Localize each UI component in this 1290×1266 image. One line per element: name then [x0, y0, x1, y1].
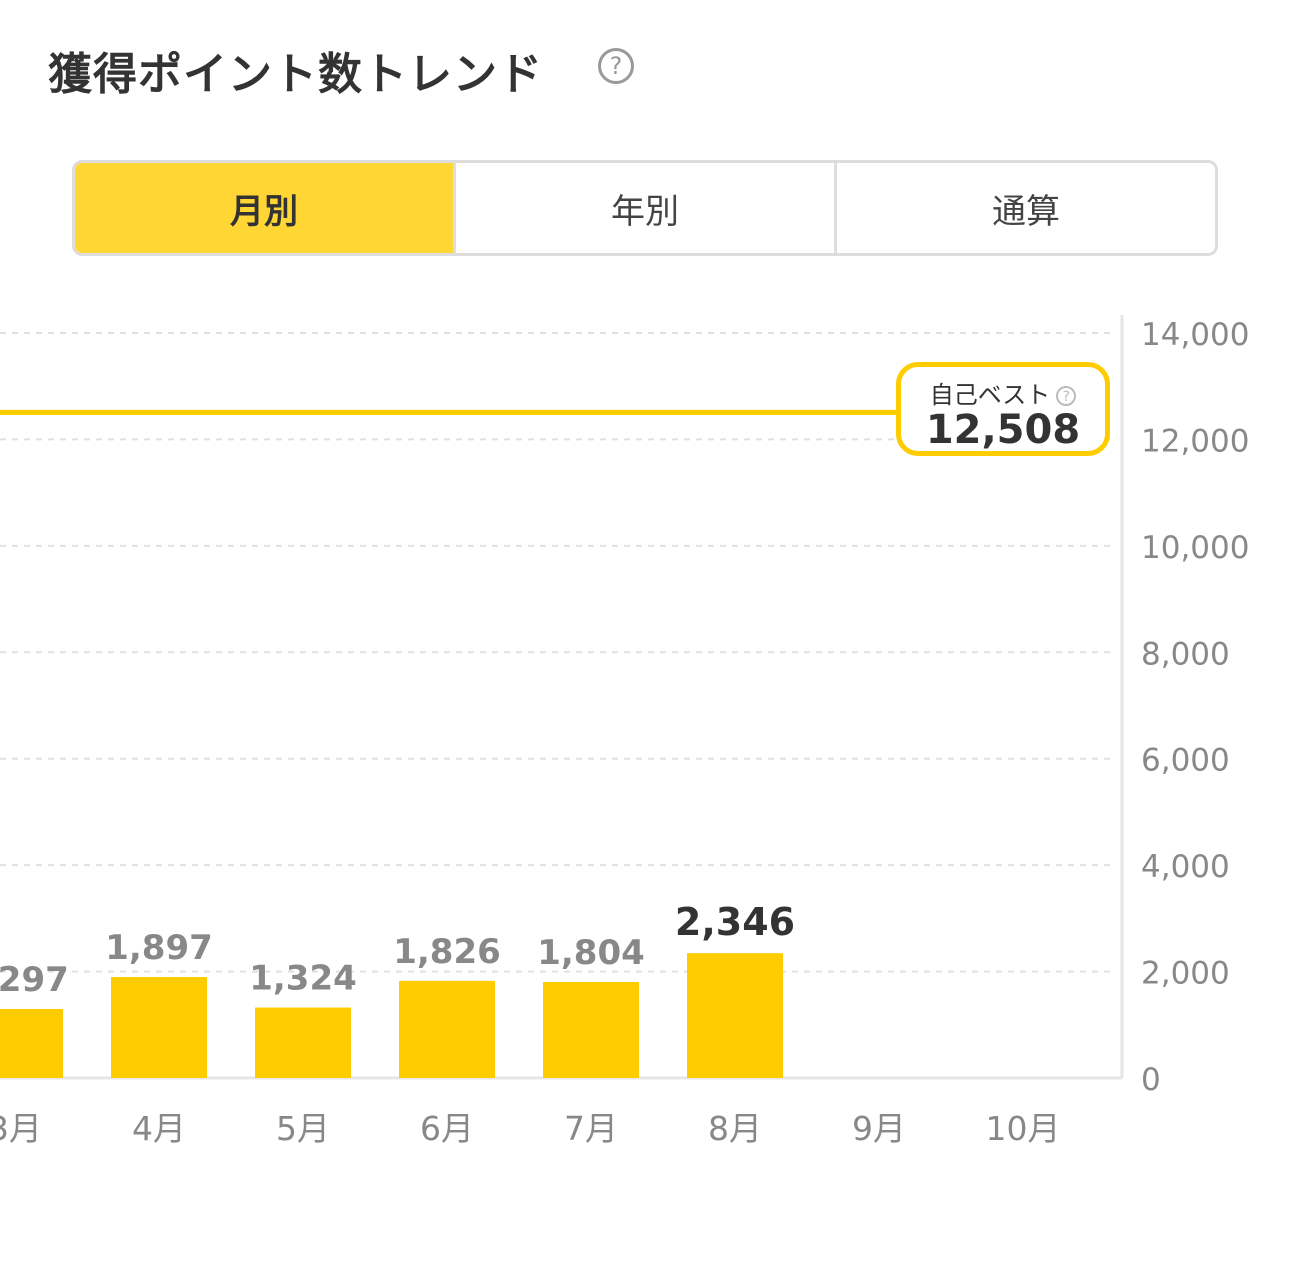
tab-monthly[interactable]: 月別	[75, 163, 453, 253]
x-tick-label: 8月	[708, 1109, 762, 1148]
x-tick-label: 10月	[986, 1109, 1061, 1148]
bar-value-label: 1,804	[537, 933, 645, 973]
y-tick-label: 6,000	[1141, 743, 1230, 779]
bar	[687, 953, 783, 1078]
x-tick-label: 3月	[0, 1109, 42, 1148]
bar-value-label: 2,346	[675, 900, 795, 944]
y-tick-label: 2,000	[1141, 956, 1230, 992]
bar	[543, 982, 639, 1078]
y-tick-label: 4,000	[1141, 849, 1230, 885]
period-tabs: 月別 年別 通算	[72, 160, 1218, 256]
x-tick-label: 5月	[276, 1109, 330, 1148]
x-tick-label: 4月	[132, 1109, 186, 1148]
bar	[0, 1008, 63, 1078]
bar-value-label: 1,826	[393, 932, 501, 972]
bar	[255, 1007, 351, 1078]
y-tick-label: 8,000	[1141, 636, 1230, 672]
bar	[111, 977, 207, 1078]
bar-value-label: 1,297	[0, 960, 69, 1000]
x-tick-label: 9月	[852, 1109, 906, 1148]
y-tick-label: 14,000	[1141, 317, 1249, 353]
y-tick-label: 12,000	[1141, 423, 1249, 459]
page-title: 獲得ポイント数トレンド	[48, 49, 543, 100]
bar-value-label: 1,324	[249, 959, 357, 999]
bar-value-label: 1,897	[105, 928, 213, 968]
personal-best-badge: 自己ベスト? 12,508	[896, 362, 1110, 456]
help-icon[interactable]: ?	[598, 48, 634, 84]
x-tick-label: 6月	[420, 1109, 474, 1148]
personal-best-label: 自己ベスト	[929, 381, 1051, 409]
tab-yearly[interactable]: 年別	[453, 163, 834, 253]
y-tick-label: 10,000	[1141, 530, 1249, 566]
y-tick-label: 0	[1141, 1062, 1161, 1098]
tab-total[interactable]: 通算	[834, 163, 1215, 253]
personal-best-value: 12,508	[925, 407, 1081, 453]
x-tick-label: 7月	[564, 1109, 618, 1148]
help-icon[interactable]: ?	[1056, 386, 1077, 406]
bar	[399, 980, 495, 1078]
